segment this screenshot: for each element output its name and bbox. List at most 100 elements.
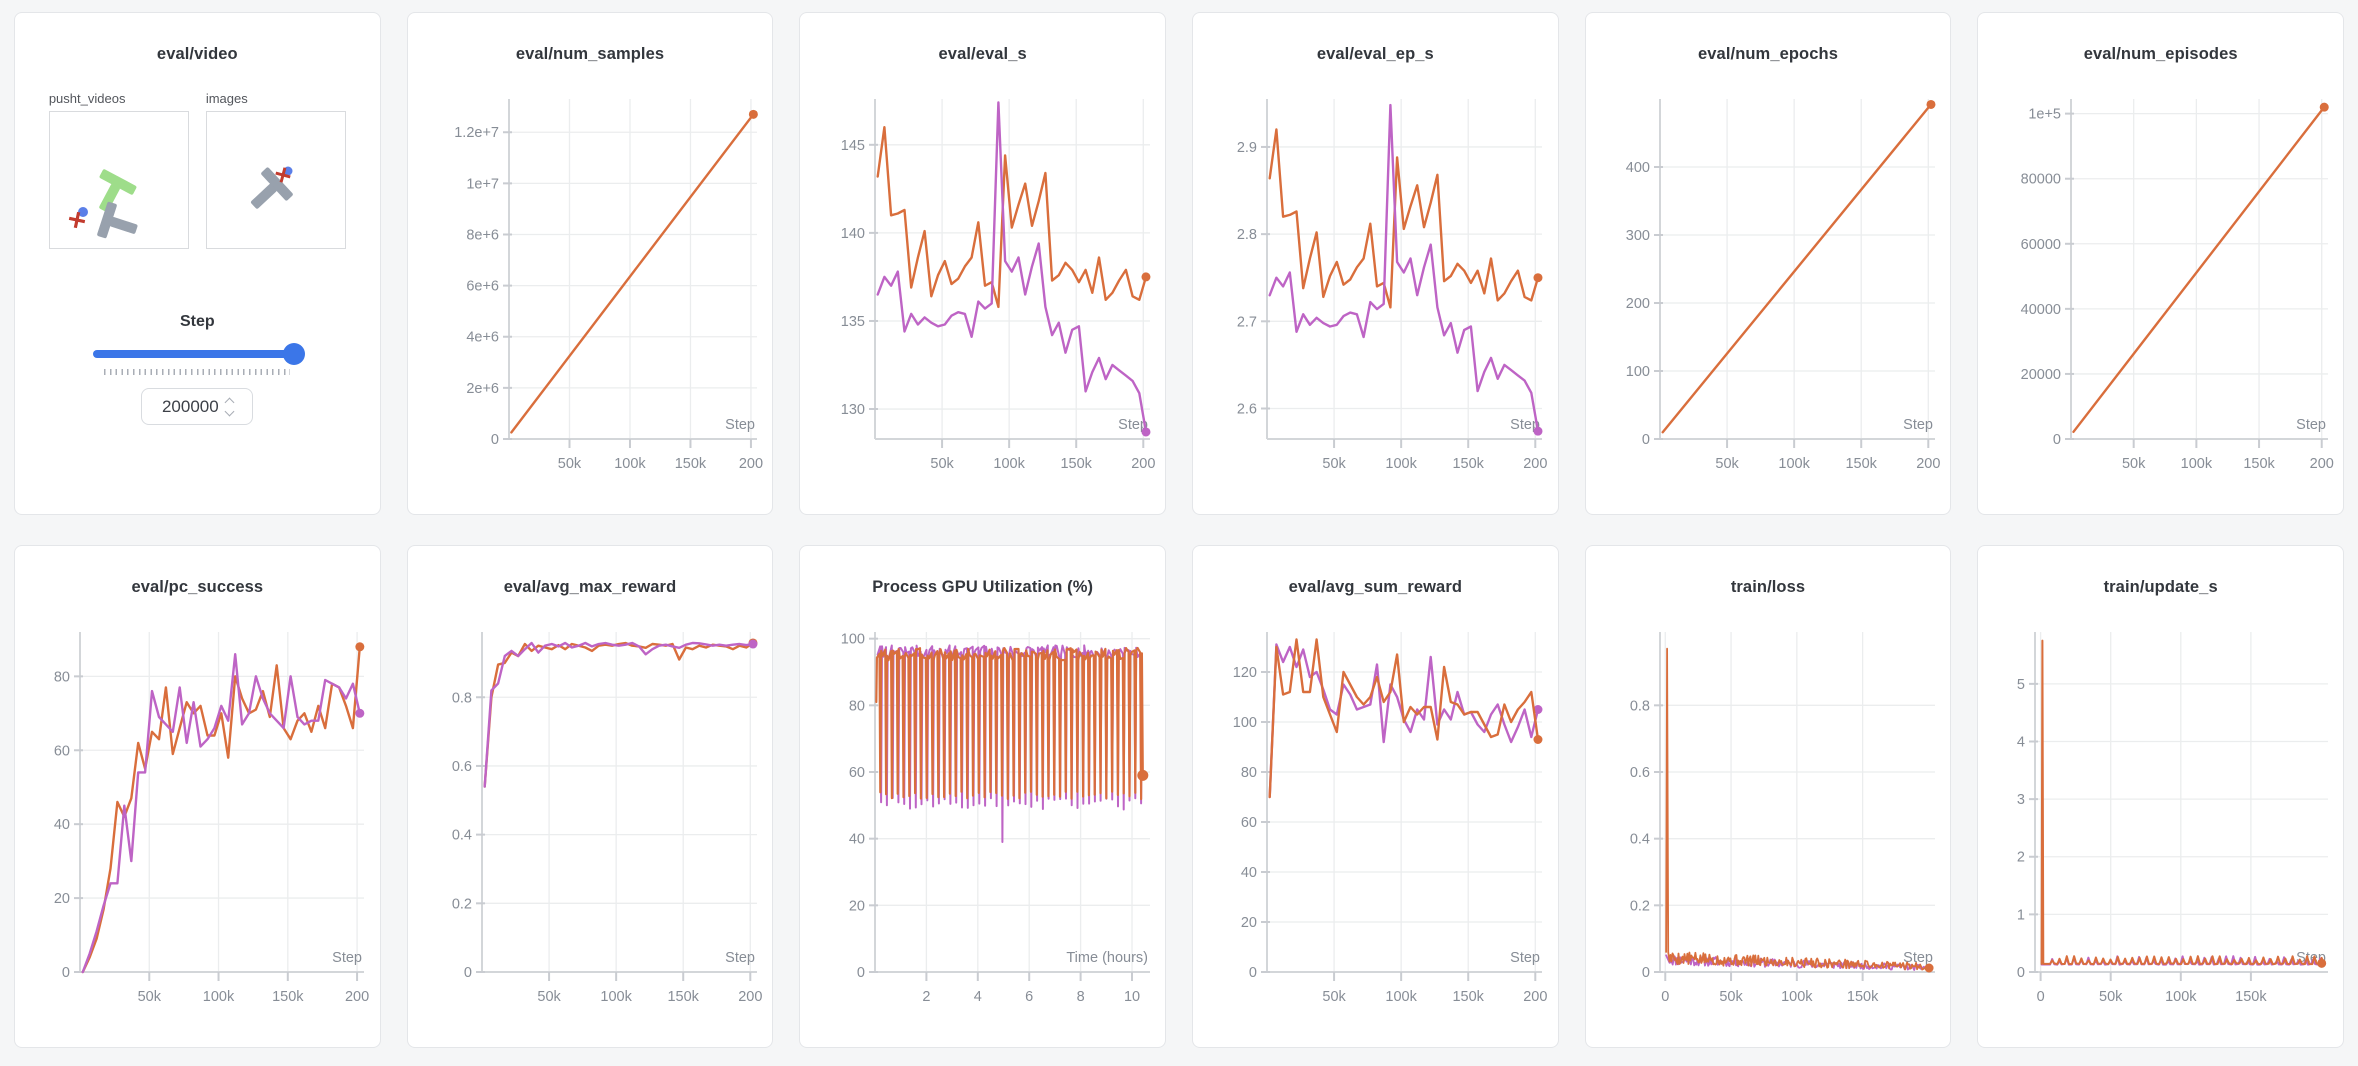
svg-text:150k: 150k (2235, 989, 2267, 1005)
slider-track[interactable] (93, 350, 302, 358)
line-chart-num_samples[interactable]: 0 2e+6 4e+6 6e+6 8e+6 1e+7 1.2e+7 50k 100k 150k 20… (407, 79, 773, 509)
svg-text:0.6: 0.6 (1630, 765, 1650, 781)
panel-eval_s: eval/eval_s 130 135 140 145 50k 100k 150k 200 Ste… (799, 12, 1166, 515)
svg-text:100k: 100k (1386, 989, 1418, 1005)
svg-text:100: 100 (1233, 715, 1257, 731)
svg-text:Step: Step (2296, 417, 2326, 433)
panel-num_episodes: eval/num_episodes 0 20000 40000 60000 80000 1e… (1977, 12, 2344, 515)
green-t-shape (99, 169, 137, 195)
media-key-label: pusht_videos (48, 91, 126, 106)
line-chart-train_loss[interactable]: 0 0.2 0.4 0.6 0.8 0 50k 100k 150k Step (1585, 612, 1951, 1042)
svg-text:10: 10 (1124, 989, 1140, 1005)
svg-text:20: 20 (1241, 915, 1257, 931)
svg-text:0: 0 (1661, 989, 1669, 1005)
panel-title: eval/avg_max_reward (503, 578, 677, 596)
line-chart-num_epochs[interactable]: 0 100 200 300 400 50k 100k 150k 200 Step (1585, 79, 1951, 509)
svg-text:50k: 50k (2122, 456, 2146, 472)
panel-title: eval/num_episodes (2083, 45, 2238, 63)
svg-text:150k: 150k (2243, 456, 2275, 472)
svg-text:50k: 50k (537, 989, 561, 1005)
line-chart-avg_max_reward[interactable]: 0 0.2 0.4 0.6 0.8 50k 100k 150k 200 Step (407, 612, 773, 1042)
svg-text:Step: Step (1903, 950, 1933, 966)
panel-eval-video: eval/video pusht_videos (14, 12, 381, 515)
svg-text:80000: 80000 (2020, 172, 2060, 188)
svg-text:140: 140 (840, 226, 864, 242)
svg-text:145: 145 (840, 138, 864, 154)
panel-title: eval/num_samples (515, 45, 665, 63)
svg-text:200: 200 (1524, 989, 1548, 1005)
svg-text:1.2e+7: 1.2e+7 (454, 125, 499, 141)
svg-text:Step: Step (725, 417, 755, 433)
svg-text:2.9: 2.9 (1237, 140, 1257, 156)
svg-text:6: 6 (1025, 989, 1033, 1005)
svg-text:2: 2 (922, 989, 930, 1005)
svg-text:0: 0 (62, 965, 70, 981)
svg-text:0: 0 (491, 432, 499, 448)
svg-text:0.6: 0.6 (452, 759, 472, 775)
step-value-input[interactable]: 200000 (141, 388, 254, 425)
stepper-down-icon[interactable] (224, 406, 235, 416)
panel-avg_sum_reward: eval/avg_sum_reward 0 20 40 60 80 100 120 50k 100… (1191, 545, 1559, 1048)
image-frame (250, 166, 293, 209)
svg-text:100: 100 (1626, 364, 1650, 380)
line-chart-num_episodes[interactable]: 0 20000 40000 60000 80000 1e+5 50k 100k 150k 200 S… (1978, 79, 2344, 509)
panel-title: eval/eval_ep_s (1316, 45, 1434, 63)
line-chart-gpu_util[interactable]: 0 20 40 60 80 100 2 4 6 8 10 Time (hours) (800, 612, 1166, 1042)
svg-text:50k: 50k (1719, 989, 1743, 1005)
panel-title: eval/video (156, 45, 238, 63)
panel-title: eval/num_epochs (1698, 45, 1838, 63)
svg-text:0.4: 0.4 (1630, 832, 1650, 848)
svg-text:8: 8 (1076, 989, 1084, 1005)
slider-handle[interactable] (283, 343, 306, 365)
pusht-video-frame (68, 169, 138, 239)
svg-text:Step: Step (1118, 417, 1148, 433)
panel-num_epochs: eval/num_epochs 0 100 200 300 400 50k 100k 150k 2… (1584, 12, 1952, 515)
svg-text:80: 80 (1241, 765, 1257, 781)
svg-text:150k: 150k (1060, 456, 1092, 472)
svg-text:2.7: 2.7 (1237, 314, 1257, 330)
line-chart-eval_s[interactable]: 130 135 140 145 50k 100k 150k 200 Step (800, 79, 1166, 509)
svg-text:150k: 150k (272, 989, 304, 1005)
svg-text:0: 0 (2053, 432, 2061, 448)
svg-text:0.2: 0.2 (452, 896, 472, 912)
stepper-arrows (224, 397, 235, 416)
svg-text:Step: Step (1510, 950, 1540, 966)
svg-text:60: 60 (1241, 815, 1257, 831)
svg-text:0: 0 (2036, 989, 2044, 1005)
svg-text:8e+6: 8e+6 (466, 227, 499, 243)
svg-text:130: 130 (840, 402, 864, 418)
svg-text:0.8: 0.8 (452, 690, 472, 706)
line-chart-eval_ep_s[interactable]: 2.6 2.7 2.8 2.9 50k 100k 150k 200 Step (1192, 79, 1558, 509)
svg-text:100: 100 (840, 632, 864, 648)
svg-text:50k: 50k (2099, 989, 2123, 1005)
images-thumbnail[interactable] (205, 111, 346, 249)
svg-text:135: 135 (840, 314, 864, 330)
svg-text:0.2: 0.2 (1630, 898, 1650, 914)
step-slider[interactable] (93, 343, 306, 365)
line-chart-pc_success[interactable]: 0 20 40 60 80 50k 100k 150k 200 Step (14, 612, 380, 1042)
svg-text:200: 200 (1131, 456, 1155, 472)
svg-text:6e+6: 6e+6 (466, 279, 499, 295)
svg-text:100k: 100k (2165, 989, 2197, 1005)
line-chart-avg_sum_reward[interactable]: 0 20 40 60 80 100 120 50k 100k 150k 200 Step (1192, 612, 1558, 1042)
svg-text:60: 60 (54, 743, 70, 759)
svg-text:200: 200 (738, 989, 762, 1005)
svg-text:150k: 150k (1453, 456, 1485, 472)
svg-text:200: 200 (1524, 456, 1548, 472)
svg-text:100k: 100k (600, 989, 632, 1005)
svg-text:Step: Step (1510, 417, 1540, 433)
svg-text:150k: 150k (1847, 989, 1879, 1005)
media-key-label: images (205, 91, 248, 106)
svg-text:100k: 100k (1781, 989, 1813, 1005)
panel-train_update_s: train/update_s 0 1 2 3 4 5 0 50k 100k 150k Step (1977, 545, 2344, 1048)
svg-text:200: 200 (2309, 456, 2333, 472)
svg-text:0: 0 (1249, 965, 1257, 981)
svg-text:2.8: 2.8 (1237, 227, 1257, 243)
svg-text:120: 120 (1233, 665, 1257, 681)
svg-text:Step: Step (332, 950, 362, 966)
pusht-videos-thumbnail[interactable] (48, 111, 189, 249)
svg-text:1: 1 (2017, 907, 2025, 923)
svg-text:1e+5: 1e+5 (2028, 107, 2061, 123)
svg-text:0: 0 (2017, 965, 2025, 981)
